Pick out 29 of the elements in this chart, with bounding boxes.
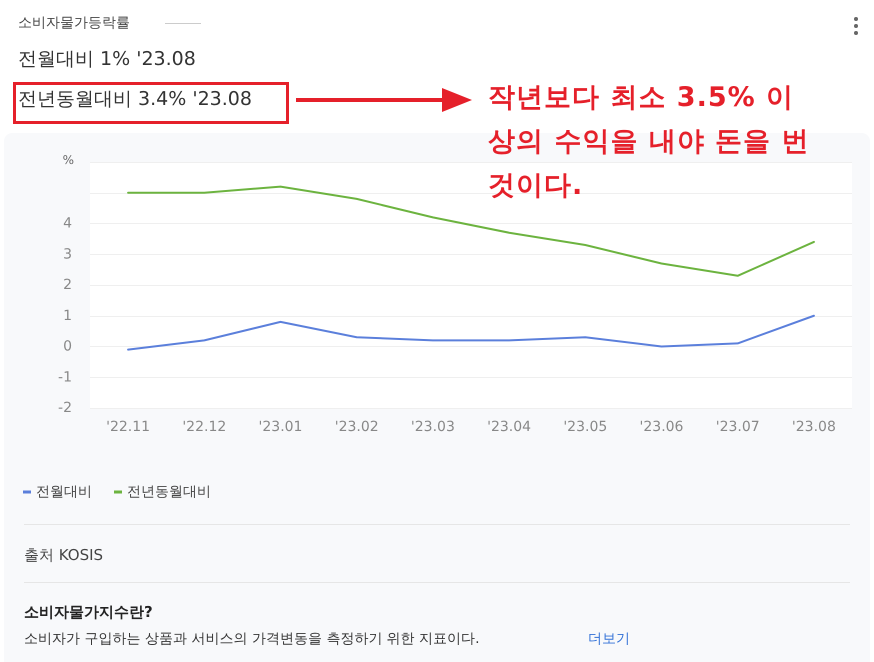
x-tick-label: '23.04 [487,419,532,435]
legend-label: 전년동월대비 [127,484,211,500]
x-tick-label: '23.06 [640,419,684,435]
y-tick-label: 1 [63,308,72,324]
x-tick-label: '23.02 [334,419,379,435]
text: 전월대비 1% '23.08 [18,47,196,72]
y-tick-label: 0 [63,338,72,354]
x-tick-label: '22.12 [182,419,226,435]
y-tick-label: 4 [63,216,72,232]
text: 전년동월대비 3.4% '23.08 [18,87,252,112]
text: 소비자물가지수란? [24,603,153,622]
y-tick-label: -1 [58,369,72,386]
y-tick-label: -2 [58,400,72,416]
source-note: 출처 KOSIS [24,546,104,565]
y-tick-label: 2 [63,277,72,293]
line-series [127,314,815,351]
y-tick-label: 3 [63,246,72,262]
text: 더보기 [588,630,630,648]
x-tick-label: '23.05 [563,419,608,435]
x-tick-label: '23.01 [258,419,302,435]
chart-title: 소비자물가등락률 [18,14,130,32]
legend-label: 전월대비 [36,484,92,500]
x-tick-label: '23.03 [410,419,455,435]
x-tick-label: '23.08 [792,419,836,435]
x-tick-label: '22.11 [106,419,150,435]
text: 소비자가 구입하는 상품과 서비스의 가격변동을 측정하기 위한 지표이다. [24,630,480,648]
annotation: 작년보다 최소 3.5% 이상의 수익을 내야 돈을 번 것이다. [488,81,811,203]
y-axis-title: % [62,153,74,167]
x-tick-label: '23.07 [716,419,760,435]
